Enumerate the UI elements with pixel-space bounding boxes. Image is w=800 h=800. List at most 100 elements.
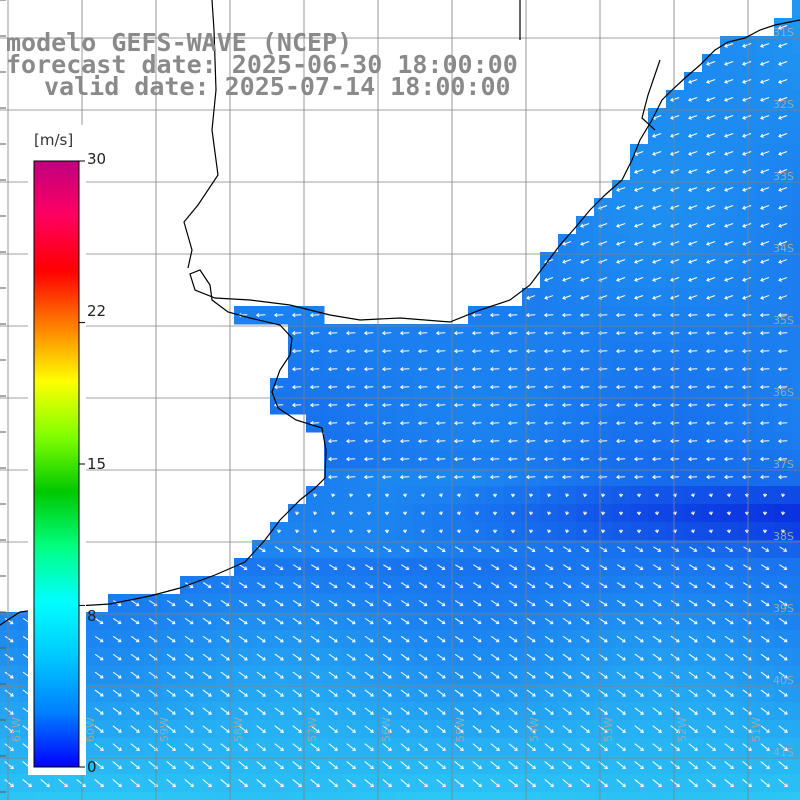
wind-arrow (310, 689, 320, 697)
wind-arrow (562, 277, 572, 282)
wind-arrow (652, 456, 662, 462)
wind-arrow (507, 438, 518, 444)
wind-arrow (688, 438, 698, 444)
wind-cell (792, 306, 800, 325)
wind-arrow (292, 635, 302, 643)
wind-cell (792, 72, 800, 91)
wind-arrow (723, 348, 734, 354)
wind-arrow (741, 348, 752, 354)
wind-arrow (309, 312, 320, 318)
wind-arrow (706, 617, 716, 625)
wind-arrow (238, 743, 248, 751)
wind-arrow (580, 617, 590, 625)
wind-arrow (507, 474, 518, 480)
wind-arrow (436, 600, 446, 607)
wind-arrow (652, 241, 662, 246)
wind-arrow (238, 779, 248, 788)
wind-arrow (616, 617, 626, 625)
wind-arrow (454, 761, 464, 769)
wind-arrow (706, 582, 716, 589)
wind-arrow (400, 725, 410, 733)
wind-arrow (777, 330, 788, 336)
wind-arrow (238, 600, 248, 607)
wind-arrow (547, 529, 552, 534)
wind-arrow (220, 635, 230, 643)
wind-arrow (238, 689, 248, 697)
wind-arrow (742, 582, 752, 589)
lat-label: 41S (773, 746, 794, 759)
lon-label: 59W (158, 717, 171, 742)
wind-arrow (490, 689, 500, 697)
wind-arrow (583, 493, 588, 498)
wind-arrow (723, 402, 734, 408)
wind-arrow (634, 456, 644, 462)
wind-arrow (723, 330, 734, 336)
wind-arrow (742, 205, 752, 210)
wind-arrow (471, 366, 482, 372)
wind-arrow (760, 725, 770, 733)
wind-arrow (562, 689, 572, 697)
wind-arrow (707, 564, 716, 571)
wind-arrow (329, 564, 338, 571)
wind-arrow (636, 493, 642, 498)
wind-arrow (652, 474, 662, 480)
wind-arrow (220, 600, 230, 607)
wind-arrow (295, 529, 300, 534)
wind-arrow (220, 582, 230, 589)
wind-arrow (778, 671, 788, 679)
wind-arrow (471, 420, 482, 426)
wind-cell (468, 792, 487, 800)
wind-arrow (489, 330, 500, 336)
wind-cell (414, 792, 433, 800)
wind-arrow (400, 600, 410, 607)
wind-arrow (544, 295, 554, 300)
lat-label: 37S (773, 458, 794, 471)
wind-arrow (130, 600, 140, 607)
wind-cell (72, 792, 91, 800)
wind-arrow (561, 474, 572, 480)
wind-arrow (365, 564, 374, 571)
wind-arrow (579, 348, 590, 354)
wind-arrow (724, 761, 734, 770)
wind-arrow (184, 617, 194, 625)
wind-cell (792, 630, 800, 649)
wind-arrow (526, 653, 536, 661)
wind-arrow (238, 725, 248, 733)
wind-arrow (760, 761, 770, 770)
lat-label: 33S (773, 170, 794, 183)
wind-arrow (688, 133, 698, 138)
wind-arrow (436, 761, 446, 769)
wind-arrow (509, 582, 518, 589)
wind-arrow (724, 779, 734, 788)
wind-arrow (725, 564, 734, 571)
wind-arrow (616, 277, 626, 282)
wind-arrow (453, 402, 464, 408)
wind-cell (792, 324, 800, 343)
wind-arrow (490, 707, 500, 715)
wind-arrow (778, 151, 788, 156)
wind-arrow (202, 635, 212, 643)
wind-arrow (670, 617, 680, 625)
wind-cell (126, 792, 145, 800)
wind-arrow (490, 600, 500, 607)
wind-arrow (507, 384, 518, 390)
wind-arrow (202, 779, 212, 788)
wind-arrow (741, 402, 752, 408)
wind-arrow (454, 653, 464, 661)
wind-cell (540, 792, 559, 800)
wind-arrow (4, 707, 14, 715)
wind-arrow (364, 707, 374, 715)
wind-arrow (633, 384, 644, 390)
wind-cell (90, 792, 109, 800)
wind-arrow (220, 689, 230, 697)
wind-arrow (508, 600, 518, 607)
wind-cell (558, 792, 577, 800)
wind-arrow (688, 259, 698, 264)
wind-arrow (759, 312, 770, 318)
wind-cell (504, 792, 523, 800)
wind-arrow (526, 295, 536, 300)
wind-cell (792, 144, 800, 163)
wind-arrow (724, 169, 734, 174)
wind-arrow (130, 761, 140, 770)
wind-arrow (471, 312, 482, 318)
